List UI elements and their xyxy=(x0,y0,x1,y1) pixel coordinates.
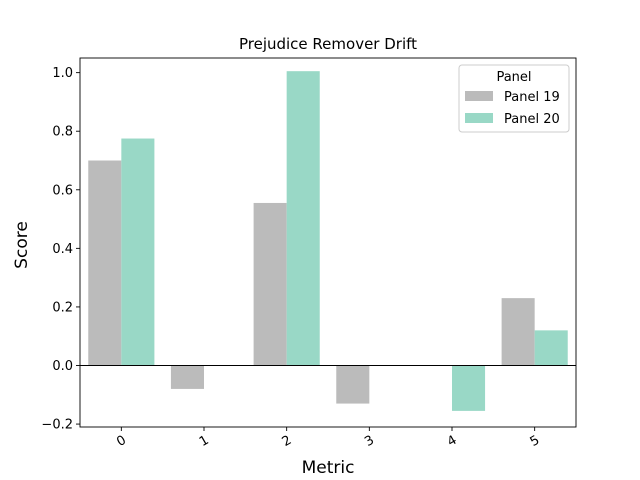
y-tick-label: 0.8 xyxy=(52,125,73,140)
legend-swatch-panel-19 xyxy=(465,91,493,101)
y-tick-label: −0.2 xyxy=(41,418,73,433)
bar-panel-19-metric-2 xyxy=(253,202,287,366)
bar-panel-20-metric-5 xyxy=(534,330,568,366)
y-tick-label: 0.2 xyxy=(52,300,73,315)
bars-layer xyxy=(88,71,568,411)
bar-panel-20-metric-4 xyxy=(452,365,486,411)
bar-panel-19-metric-3 xyxy=(336,365,370,404)
legend: Panel Panel 19 Panel 20 xyxy=(458,64,570,133)
y-tick-label: 0.6 xyxy=(52,183,73,198)
bar-panel-20-metric-2 xyxy=(286,71,320,366)
bar-panel-20-metric-0 xyxy=(121,138,155,366)
plot-area-frame xyxy=(79,57,577,428)
y-tick-label: 0.4 xyxy=(52,242,73,257)
legend-swatch-panel-20 xyxy=(465,113,493,123)
bar-panel-19-metric-1 xyxy=(170,365,204,389)
legend-label-panel-20: Panel 20 xyxy=(504,112,560,127)
y-axis-title: Score xyxy=(12,221,32,269)
bar-panel-19-metric-5 xyxy=(501,298,535,366)
legend-label-panel-19: Panel 19 xyxy=(504,90,560,105)
chart-title: Prejudice Remover Drift xyxy=(239,35,417,53)
y-axis: −0.2 0.0 0.2 0.4 0.6 0.8 1.0 xyxy=(41,66,80,433)
legend-title: Panel xyxy=(496,70,531,85)
bar-panel-19-metric-0 xyxy=(88,160,122,366)
y-tick-label: 1.0 xyxy=(52,66,73,81)
y-tick-label: 0.0 xyxy=(52,359,73,374)
x-axis-title: Metric xyxy=(302,458,355,478)
